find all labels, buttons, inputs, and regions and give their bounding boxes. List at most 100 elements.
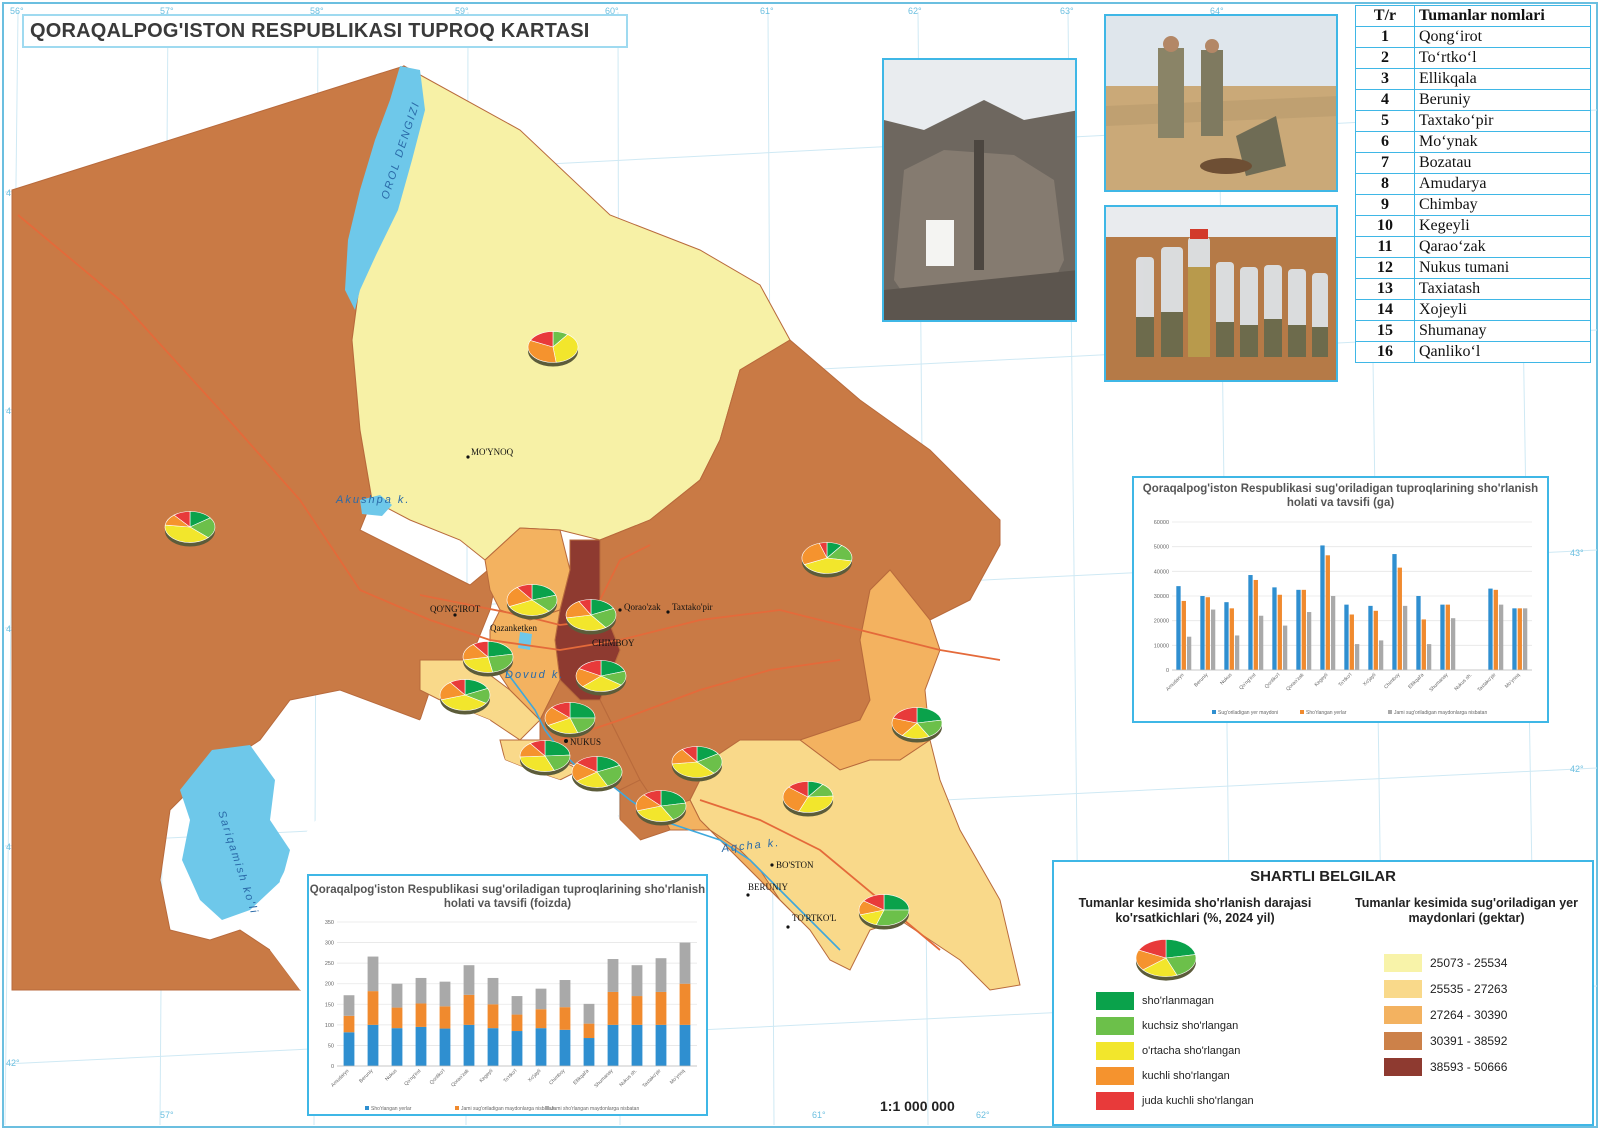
grid-label-top: 63° — [1060, 6, 1074, 16]
place-qongirot[interactable]: QO'NG'IROT — [430, 604, 481, 614]
table-row[interactable]: 3 Ellikqala — [1355, 68, 1591, 90]
pie-nukus-tumani[interactable] — [544, 702, 596, 738]
chart-bar — [631, 996, 643, 1025]
pie-kegeyli[interactable] — [506, 584, 558, 620]
pie-ellikqala[interactable] — [891, 707, 943, 743]
place-qaraozak[interactable]: Qorao'zak — [624, 602, 661, 612]
pie-slice — [892, 707, 918, 724]
pie-moynoq[interactable] — [527, 331, 579, 367]
place-chimboy[interactable]: CHIMBOY — [592, 638, 635, 648]
grid-label-bottom: 57° — [160, 1110, 174, 1120]
pie-slice — [578, 599, 592, 616]
chart-ytick: 0 — [331, 1064, 334, 1070]
district-number: 15 — [1355, 320, 1415, 342]
pie-slice — [487, 641, 513, 658]
chart-bar — [1186, 636, 1192, 670]
chart-bar — [1440, 604, 1445, 670]
pie-qongirot-west[interactable] — [164, 511, 216, 547]
place-qazanketken[interactable]: Qazanketken — [490, 623, 537, 633]
chart-bar — [511, 996, 523, 1015]
chart-bar — [415, 1003, 427, 1027]
pie-slice — [883, 894, 910, 911]
table-row[interactable]: 6 Mo‘ynak — [1355, 131, 1591, 153]
pie-slice — [516, 584, 533, 601]
table-row[interactable]: 8 Amudarya — [1355, 173, 1591, 195]
legend-salinity-swatch — [1096, 992, 1134, 1010]
district-name: Taxiatash — [1414, 278, 1591, 300]
region-beruniy[interactable] — [659, 799, 791, 911]
district-number: 4 — [1355, 89, 1415, 111]
legend-area-swatch — [1384, 1032, 1422, 1050]
district-number: 9 — [1355, 194, 1415, 216]
pie-slice — [164, 524, 209, 543]
chart-bar — [1517, 608, 1522, 670]
chart-bar — [391, 1028, 403, 1066]
pie-legend[interactable] — [1135, 939, 1197, 981]
table-row[interactable]: 13 Taxiatash — [1355, 278, 1591, 300]
chart-bar — [1176, 586, 1181, 670]
chart-xtick: Nukus — [384, 1068, 399, 1083]
pie-slice — [551, 702, 571, 719]
pie-slice — [696, 753, 723, 774]
pie-beruniy[interactable] — [782, 781, 834, 817]
photo-soil-pit[interactable] — [882, 58, 1077, 322]
place-moynoq[interactable]: MO'YNOQ — [471, 447, 514, 457]
salinity-pies — [164, 331, 943, 930]
chart-bar — [1493, 589, 1498, 670]
pie-xojayli[interactable] — [575, 660, 627, 696]
table-row[interactable]: 4 Beruniy — [1355, 89, 1591, 111]
chart-ytick: 300 — [325, 941, 334, 947]
pie-nukus[interactable] — [571, 756, 623, 792]
table-row[interactable]: 16 Qanliko‘l — [1355, 341, 1591, 363]
chart-bar — [1234, 635, 1240, 670]
table-row[interactable]: 7 Bozatau — [1355, 152, 1591, 174]
table-row[interactable]: 9 Chimbay — [1355, 194, 1591, 216]
pie-qongirot[interactable] — [439, 679, 491, 715]
place-taxtakopir[interactable]: Taxtako'pir — [672, 602, 712, 612]
chart-xtick: Xo'jayli — [1362, 672, 1377, 687]
chart-legend-label: Jami sug'oriladigan maydonlarga nisbatan — [461, 1106, 554, 1112]
chart-legend-label: Sug'oriladigan yer maydoni — [1218, 710, 1278, 716]
table-row[interactable]: 10 Kegeyli — [1355, 215, 1591, 237]
chart-bar — [583, 1023, 595, 1039]
pie-taxiatosh[interactable] — [519, 740, 571, 776]
pie-chimboy[interactable] — [565, 599, 617, 635]
pie-amudaryo[interactable] — [671, 746, 723, 782]
table-row[interactable]: 15 Shumanay — [1355, 320, 1591, 342]
place-nukus[interactable]: NUKUS — [570, 737, 601, 747]
chart-bar — [1450, 618, 1456, 670]
chart-bar — [1330, 596, 1336, 670]
photo-field-survey[interactable] — [1104, 14, 1338, 192]
chart-bar — [391, 1007, 403, 1029]
chart-xtick: Qorao'zak — [450, 1068, 471, 1089]
grid-label-top: 60° — [605, 6, 619, 16]
legend-area-title: Tumanlar kesimida sug'oriladigan yer may… — [1355, 896, 1578, 925]
chart-bar — [1205, 597, 1210, 670]
region-tortkol[interactable] — [689, 739, 1021, 991]
legend-area-label: 38593 - 50666 — [1430, 1060, 1508, 1074]
table-row[interactable]: 12 Nukus tumani — [1355, 257, 1591, 279]
table-row[interactable]: 5 Taxtako‘pir — [1355, 110, 1591, 132]
table-header-row: T/r Tumanlar nomlari — [1355, 5, 1591, 27]
district-number: 14 — [1355, 299, 1415, 321]
grid-label-top: 64° — [1210, 6, 1224, 16]
place-tortkol[interactable]: TO'RTKO'L — [792, 913, 837, 923]
chart-xtick: To'rtko'l — [502, 1068, 518, 1084]
pie-taxtakopir[interactable] — [801, 542, 853, 578]
table-row[interactable]: 1 Qong‘irot — [1355, 26, 1591, 48]
chart-bar — [343, 1015, 355, 1033]
table-row[interactable]: 11 Qarao‘zak — [1355, 236, 1591, 258]
place-boston[interactable]: BO'STON — [776, 860, 814, 870]
district-number: 7 — [1355, 152, 1415, 174]
pie-slice — [547, 717, 579, 734]
pie-qanlikol[interactable] — [462, 641, 514, 677]
district-name: Xojeyli — [1414, 299, 1591, 321]
photo-soil-samples[interactable] — [1104, 205, 1338, 382]
table-row[interactable]: 2 To‘rtko‘l — [1355, 47, 1591, 69]
table-row[interactable]: 14 Xojeyli — [1355, 299, 1591, 321]
district-name: Bozatau — [1414, 152, 1591, 174]
pie-tortkol[interactable] — [858, 894, 910, 930]
pie-qaraozak[interactable] — [635, 790, 687, 826]
place-beruniy[interactable]: BERUNIY — [748, 882, 788, 892]
pie-slice — [487, 653, 514, 673]
